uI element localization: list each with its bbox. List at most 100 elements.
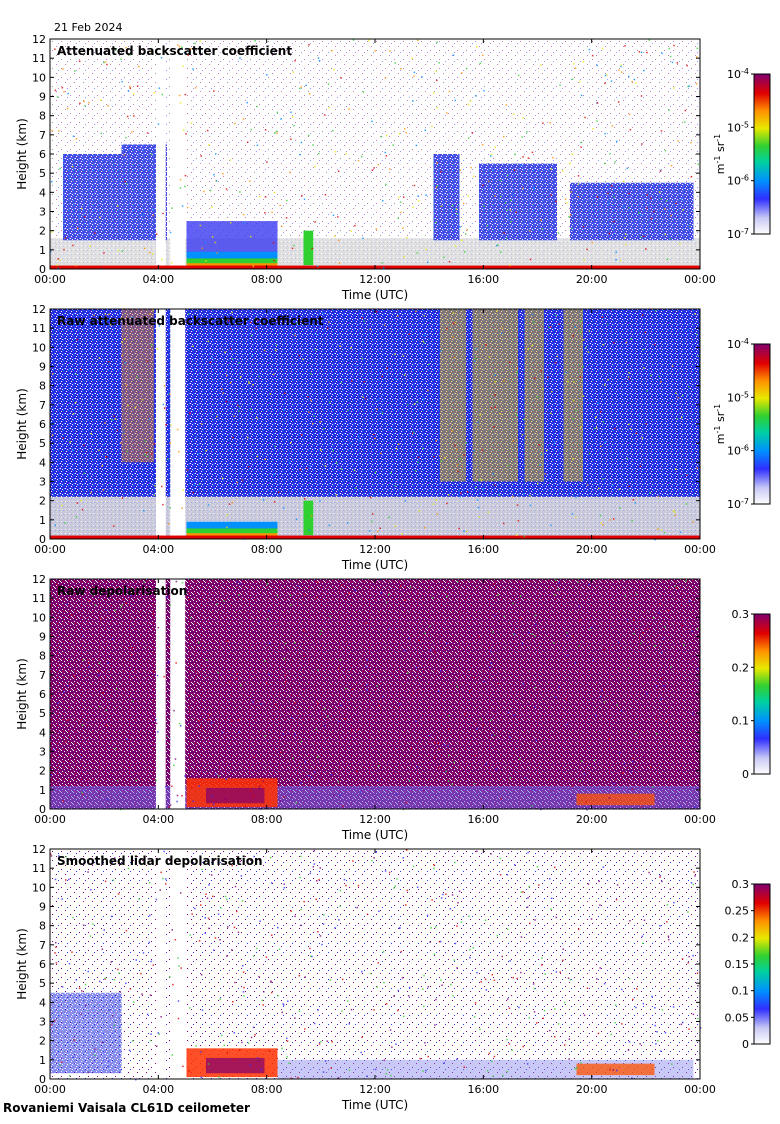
y-tick-label: 10	[32, 71, 46, 84]
x-tick-label: 00:00	[34, 273, 66, 286]
y-tick-label: 4	[39, 996, 46, 1009]
x-axis-label: Time (UTC)	[341, 828, 408, 842]
y-tick-label: 7	[39, 129, 46, 142]
colorbar-tick-label: 10-5	[727, 120, 749, 135]
x-tick-label: 04:00	[142, 1083, 174, 1096]
colorbar-tick-label: 10-5	[727, 390, 749, 405]
y-tick-label: 10	[32, 881, 46, 894]
colorbar-tick-label: 0.1	[732, 985, 750, 998]
colorbar	[753, 883, 771, 1045]
y-tick-label: 0	[39, 1073, 46, 1086]
x-tick-label: 12:00	[359, 273, 391, 286]
y-tick-label: 10	[32, 611, 46, 624]
x-tick-label: 20:00	[576, 813, 608, 826]
y-tick-label: 8	[39, 380, 46, 393]
x-axis-label: Time (UTC)	[341, 288, 408, 302]
y-tick-label: 12	[32, 303, 46, 316]
x-tick-label: 00:00	[34, 813, 66, 826]
y-tick-label: 9	[39, 361, 46, 374]
x-tick-label: 20:00	[576, 273, 608, 286]
y-tick-label: 9	[39, 631, 46, 644]
x-tick-label: 08:00	[251, 273, 283, 286]
heatmap-field	[50, 39, 700, 270]
x-tick-label: 16:00	[467, 273, 499, 286]
x-tick-label: 00:00	[684, 1083, 716, 1096]
y-tick-label: 7	[39, 939, 46, 952]
x-tick-label: 08:00	[251, 813, 283, 826]
y-tick-label: 5	[39, 437, 46, 450]
x-tick-label: 12:00	[359, 543, 391, 556]
y-tick-label: 3	[39, 1016, 46, 1029]
colorbar	[753, 613, 771, 775]
colorbar-tick-label: 0.3	[732, 608, 750, 621]
y-tick-label: 1	[39, 784, 46, 797]
panel-title: Smoothed lidar depolarisation	[57, 854, 263, 868]
colorbar-tick-label: 0.1	[732, 715, 750, 728]
colorbar-tick-label: 0.15	[725, 958, 750, 971]
y-tick-label: 12	[32, 843, 46, 856]
y-tick-label: 4	[39, 456, 46, 469]
x-tick-label: 16:00	[467, 813, 499, 826]
y-tick-label: 0	[39, 533, 46, 546]
x-tick-label: 04:00	[142, 273, 174, 286]
colorbar-tick-label: 0.2	[732, 661, 750, 674]
colorbar-tick-label: 10-6	[727, 173, 749, 188]
date-label: 21 Feb 2024	[54, 21, 123, 34]
y-tick-label: 8	[39, 110, 46, 123]
x-tick-label: 00:00	[684, 813, 716, 826]
x-tick-label: 00:00	[34, 1083, 66, 1096]
y-tick-label: 11	[32, 592, 46, 605]
y-axis-label: Height (km)	[15, 928, 29, 999]
y-tick-label: 12	[32, 33, 46, 46]
colorbar-tick-label: 10-7	[727, 227, 749, 242]
y-axis-label: Height (km)	[15, 388, 29, 459]
y-tick-label: 11	[32, 52, 46, 65]
y-tick-label: 2	[39, 765, 46, 778]
colorbar	[753, 73, 771, 235]
x-axis-label: Time (UTC)	[341, 1098, 408, 1112]
x-tick-label: 04:00	[142, 813, 174, 826]
x-axis-label: Time (UTC)	[341, 558, 408, 572]
panel-title: Raw attenuated backscatter coefficient	[57, 314, 324, 328]
y-tick-label: 12	[32, 573, 46, 586]
y-tick-label: 2	[39, 1035, 46, 1048]
colorbar-tick-label: 10-4	[727, 67, 749, 82]
panel-2: Raw attenuated backscatter coefficient 0 1…	[15, 303, 771, 572]
y-tick-label: 2	[39, 495, 46, 508]
x-tick-label: 08:00	[251, 543, 283, 556]
y-tick-label: 5	[39, 977, 46, 990]
y-tick-label: 9	[39, 91, 46, 104]
y-tick-label: 4	[39, 186, 46, 199]
panel-title: Attenuated backscatter coefficient	[57, 44, 292, 58]
x-tick-label: 16:00	[467, 1083, 499, 1096]
y-tick-label: 5	[39, 167, 46, 180]
heatmap-field	[50, 849, 702, 1081]
colorbar-tick-label: 0.2	[732, 931, 750, 944]
x-tick-label: 04:00	[142, 543, 174, 556]
y-tick-label: 6	[39, 148, 46, 161]
heatmap-field	[50, 309, 700, 541]
x-tick-label: 00:00	[684, 273, 716, 286]
colorbar-tick-label: 10-6	[727, 443, 749, 458]
colorbar-tick-label: 10-4	[727, 337, 749, 352]
colorbar-unit-label: m-1 sr-1	[713, 404, 728, 444]
colorbar	[753, 343, 771, 505]
x-tick-label: 12:00	[359, 813, 391, 826]
panel-1: Attenuated backscatter coefficient012345…	[15, 33, 771, 302]
y-tick-label: 5	[39, 707, 46, 720]
x-tick-label: 20:00	[576, 543, 608, 556]
panel-4: Smoothed lidar depolarisation01234567891…	[15, 843, 771, 1112]
y-axis-label: Height (km)	[15, 118, 29, 189]
colorbar-unit-label: m-1 sr-1	[713, 134, 728, 174]
y-tick-label: 3	[39, 746, 46, 759]
colorbar-tick-label: 10-7	[727, 497, 749, 512]
footer-label: Rovaniemi Vaisala CL61D ceilometer	[3, 1101, 250, 1115]
y-tick-label: 2	[39, 225, 46, 238]
y-tick-label: 7	[39, 399, 46, 412]
panel-title: Raw depolarisation	[57, 584, 187, 598]
y-tick-label: 11	[32, 322, 46, 335]
y-tick-label: 10	[32, 341, 46, 354]
colorbar-tick-label: 0.25	[725, 905, 750, 918]
